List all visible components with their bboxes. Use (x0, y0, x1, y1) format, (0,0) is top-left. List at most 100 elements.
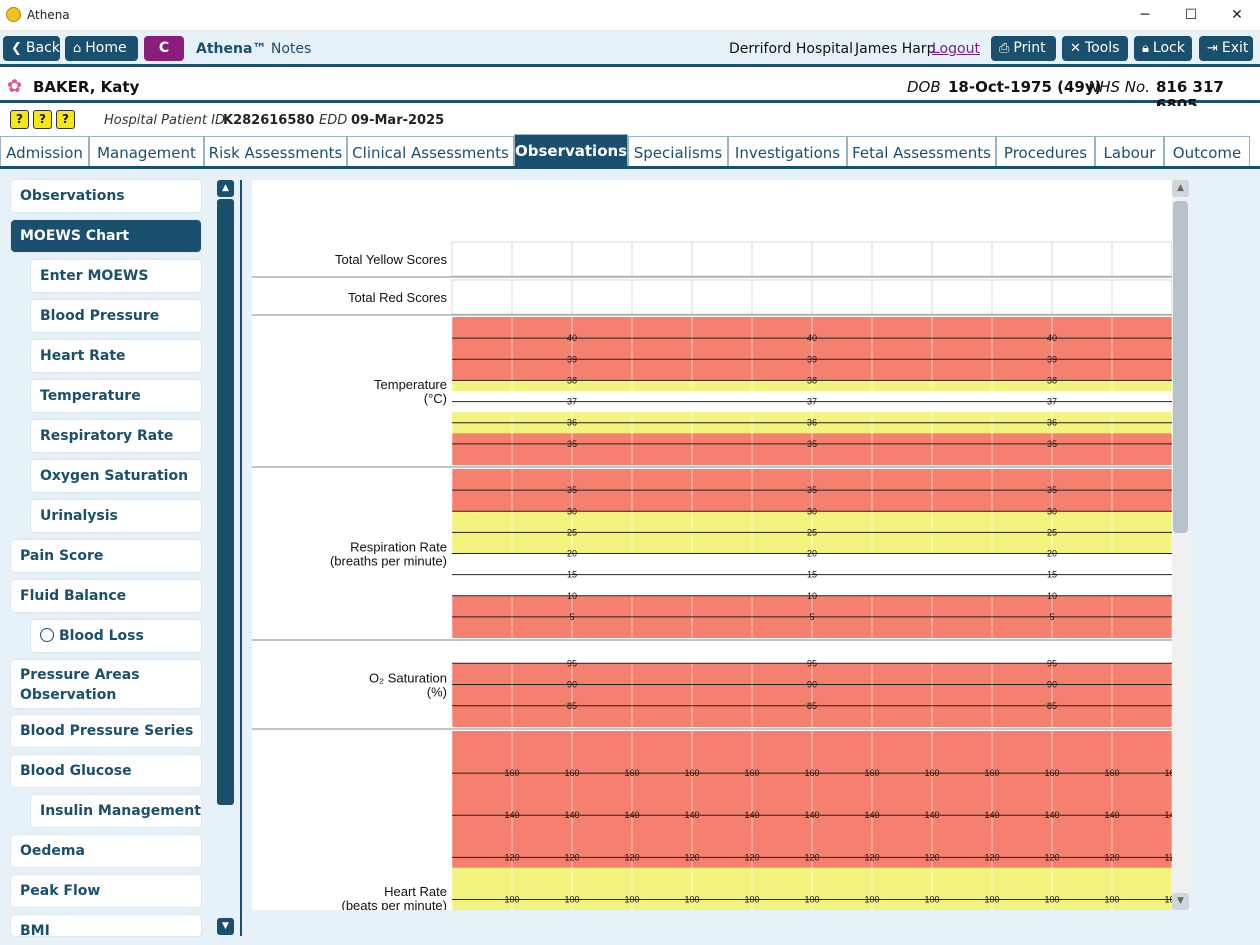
score-cell[interactable] (511, 279, 573, 315)
sidebar-item-blood-pressure-series[interactable]: Blood Pressure Series (11, 715, 201, 747)
score-cell[interactable] (1111, 241, 1172, 277)
tick-label: 120 (624, 852, 639, 862)
sidebar-item-enter-moews[interactable]: Enter MOEWS (31, 260, 201, 292)
sidebar-scrollbar[interactable]: ▲ ▼ (217, 180, 234, 936)
score-cell[interactable] (691, 279, 753, 315)
score-cell[interactable] (571, 241, 633, 277)
sidebar-item-pressure-areas-observation[interactable]: Pressure Areas Observation (11, 660, 201, 708)
home-button[interactable]: ⌂ Home (65, 36, 138, 61)
tab-risk-assessments[interactable]: Risk Assessments (204, 136, 347, 166)
alert-question-icon[interactable]: ? (33, 110, 52, 129)
tick-label: 10 (1047, 591, 1057, 601)
score-cell[interactable] (811, 279, 873, 315)
score-cell[interactable] (751, 241, 813, 277)
tick-label: 20 (567, 549, 577, 559)
sidebar-item-blood-loss-record[interactable]: Blood Loss Record (31, 620, 201, 676)
score-cell[interactable] (811, 241, 873, 277)
sidebar-item-respiratory-rate[interactable]: Respiratory Rate (31, 420, 201, 452)
tab-outcome[interactable]: Outcome (1164, 136, 1250, 166)
tick-label: 160 (624, 768, 639, 778)
tab-management[interactable]: Management (89, 136, 204, 166)
flower-icon: ✿ (7, 76, 23, 97)
c-button[interactable]: C (144, 36, 184, 61)
sidebar-item-peak-flow[interactable]: Peak Flow (11, 875, 201, 907)
tab-labour[interactable]: Labour (1095, 136, 1164, 166)
sidebar-item-insulin-management[interactable]: Insulin Management (31, 795, 201, 827)
tab-procedures[interactable]: Procedures (996, 136, 1095, 166)
score-cell[interactable] (1051, 241, 1113, 277)
chevron-up-icon[interactable]: ▲ (217, 180, 234, 197)
chart-scrollbar[interactable]: ▲ ▼ (1172, 180, 1189, 910)
chart-scroll-up-icon[interactable]: ▲ (1172, 180, 1189, 197)
tools-icon: ✕ (1070, 41, 1081, 56)
tab-observations[interactable]: Observations (514, 134, 628, 166)
chart-scroll-down-icon[interactable]: ▼ (1172, 893, 1189, 910)
sidebar-item-urinalysis[interactable]: Urinalysis (31, 500, 201, 532)
score-cell[interactable] (751, 279, 813, 315)
close-window-button[interactable]: ✕ (1231, 7, 1243, 23)
alert-list-icon[interactable]: ? (10, 110, 29, 129)
sidebar-item-fluid-balance[interactable]: Fluid Balance (11, 580, 201, 612)
score-cell[interactable] (991, 279, 1053, 315)
tick-label: 160 (1044, 768, 1059, 778)
tab-admission[interactable]: Admission (0, 136, 89, 166)
back-button[interactable]: ❮ Back (3, 36, 60, 61)
score-cell[interactable] (511, 241, 573, 277)
sidebar-item-blood-pressure[interactable]: Blood Pressure (31, 300, 201, 332)
tab-clinical-assessments[interactable]: Clinical Assessments (347, 136, 514, 166)
sidebar-item-blood-glucose[interactable]: Blood Glucose (11, 755, 201, 787)
toolbar: ❮ Back ⌂ Home C Athena™ Notes Derriford Ho… (0, 31, 1260, 67)
score-cell[interactable] (631, 241, 693, 277)
tick-label: 140 (504, 810, 519, 820)
tab-fetal-assessments[interactable]: Fetal Assessments (847, 136, 996, 166)
exit-button[interactable]: ⇥ Exit (1199, 36, 1253, 61)
alert-help-icon[interactable]: ? (56, 110, 75, 129)
score-cell[interactable] (1111, 279, 1172, 315)
score-cell[interactable] (691, 241, 753, 277)
logout-link[interactable]: Logout (932, 41, 980, 57)
tick-label: 30 (807, 506, 817, 516)
tick-label: 85 (567, 701, 577, 711)
lock-button[interactable]: 🔒︎ Lock (1134, 36, 1192, 61)
tools-label: Tools (1084, 40, 1120, 56)
maximize-button[interactable]: ☐ (1184, 7, 1198, 23)
tick-label: 160 (564, 768, 579, 778)
sidebar-item-bmi[interactable]: BMI (11, 915, 201, 936)
score-cell[interactable] (571, 279, 633, 315)
sidebar-scroll-thumb[interactable] (217, 199, 234, 805)
tick-label: 100 (804, 894, 819, 904)
tab-specialisms[interactable]: Specialisms (628, 136, 728, 166)
chart-scroll-thumb[interactable] (1173, 201, 1188, 533)
score-cell[interactable] (631, 279, 693, 315)
score-cell[interactable] (451, 241, 513, 277)
score-cell[interactable] (931, 241, 993, 277)
parameter-label: Respiration Rate (350, 540, 447, 555)
minimize-button[interactable]: ─ (1140, 7, 1150, 23)
sidebar-item-temperature[interactable]: Temperature (31, 380, 201, 412)
score-cell[interactable] (451, 279, 513, 315)
score-row-label: Total Red Scores (348, 290, 447, 305)
score-cell[interactable] (931, 279, 993, 315)
lock-icon: 🔒︎ (1142, 41, 1149, 56)
sidebar-item-oedema[interactable]: Oedema (11, 835, 201, 867)
tick-label: 160 (684, 768, 699, 778)
brand-section: Notes (270, 41, 312, 57)
exit-icon: ⇥ (1207, 41, 1218, 56)
score-cell[interactable] (1051, 279, 1113, 315)
sidebar-item-oxygen-saturation[interactable]: Oxygen Saturation (31, 460, 201, 492)
score-cell[interactable] (871, 241, 933, 277)
sidebar-item-pain-score[interactable]: Pain Score (11, 540, 201, 572)
tick-label: 100 (624, 894, 639, 904)
print-button[interactable]: ⎙ Print (991, 36, 1056, 61)
sidebar-item-observations[interactable]: Observations (11, 180, 201, 212)
tick-label: 120 (564, 852, 579, 862)
app-name: Athena (27, 8, 70, 22)
chevron-down-icon[interactable]: ▼ (217, 918, 234, 935)
tick-label: 120 (1104, 852, 1119, 862)
sidebar-item-heart-rate[interactable]: Heart Rate (31, 340, 201, 372)
score-cell[interactable] (991, 241, 1053, 277)
sidebar-item-moews-chart[interactable]: MOEWS Chart (11, 220, 201, 252)
tools-button[interactable]: ✕ Tools (1062, 36, 1128, 61)
score-cell[interactable] (871, 279, 933, 315)
tab-investigations[interactable]: Investigations (728, 136, 847, 166)
